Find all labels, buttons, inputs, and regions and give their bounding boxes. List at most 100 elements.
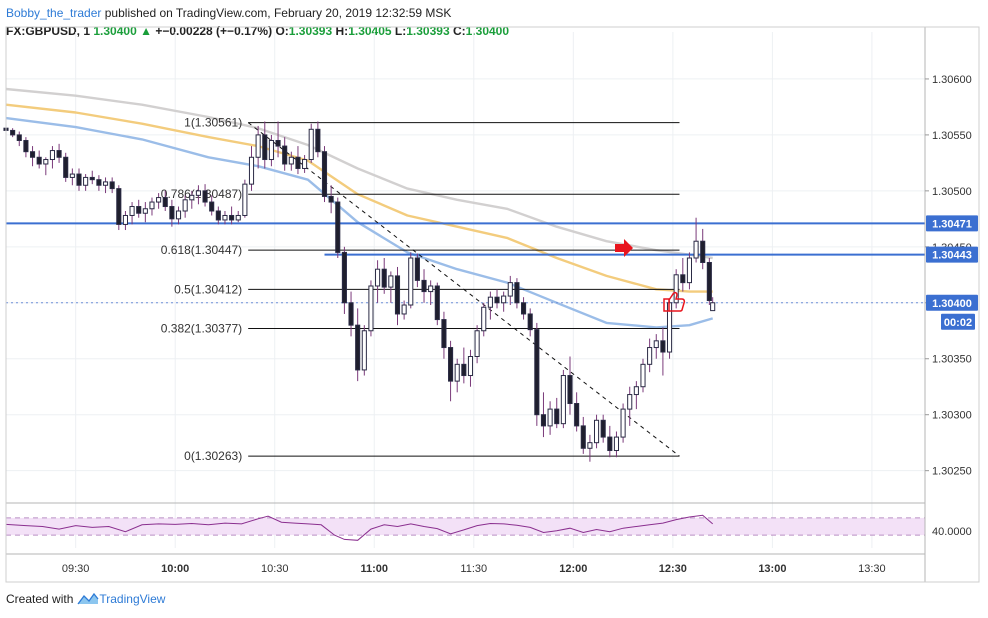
publish-info: Bobby_the_trader published on TradingVie…	[6, 4, 451, 22]
rsi-pane[interactable]	[5, 514, 925, 541]
candle-body	[16, 134, 22, 141]
candle-body	[49, 150, 56, 161]
candle-body	[341, 251, 347, 304]
candle-body	[129, 206, 135, 216]
moving-average-line	[5, 116, 714, 329]
x-tick-label: 13:30	[858, 563, 886, 575]
candle-body	[593, 419, 600, 444]
price-tag-label: 1.30400	[932, 298, 972, 310]
candle-body	[255, 134, 261, 158]
price-tag	[926, 294, 978, 311]
candles	[3, 121, 716, 462]
price-tag	[926, 215, 978, 232]
moving-average-lines	[5, 87, 714, 329]
candle-body	[169, 206, 175, 220]
footer: Created with TradingView	[6, 592, 165, 606]
candle-body	[302, 159, 308, 169]
candle-body	[195, 190, 201, 196]
trendline[interactable]	[247, 122, 680, 457]
candle-body	[613, 436, 620, 452]
candle-body	[229, 214, 235, 221]
candle-body	[540, 414, 547, 427]
rsi-line	[5, 514, 714, 541]
candle-body	[414, 257, 420, 281]
candle-body	[700, 240, 706, 263]
candle-body	[527, 313, 533, 331]
candle-body	[222, 214, 228, 221]
y-tick-label: 1.30600	[932, 74, 972, 86]
candle-body	[63, 156, 69, 178]
candle-body	[607, 436, 613, 452]
candle-body	[507, 282, 513, 297]
candle-body	[321, 151, 328, 197]
candle-body	[282, 145, 288, 165]
x-tick-label: 11:30	[460, 563, 487, 575]
countdown-label: 00:02	[944, 317, 972, 329]
fib-level-label: 0(1.30263)	[184, 449, 242, 463]
candle-body	[388, 275, 394, 288]
candle-body	[162, 197, 168, 208]
x-tick-label: 09:30	[62, 563, 90, 575]
candle-body	[600, 419, 606, 438]
candle-body	[706, 261, 712, 302]
candle-body	[554, 408, 560, 425]
author-link[interactable]: Bobby_the_trader	[6, 6, 102, 20]
candle-body	[454, 363, 460, 382]
candle-body	[335, 201, 341, 253]
candle-body	[235, 214, 241, 221]
grid-lines	[6, 32, 925, 548]
candle-body	[275, 139, 281, 147]
fib-retracement[interactable]: 1(1.30561) 0.786(1.30487) 0.618(1.30447) 0.…	[161, 116, 680, 464]
x-tick-label: 10:30	[261, 563, 289, 575]
created-with-text: Created with	[6, 592, 74, 606]
price-tag-label: 1.30471	[932, 218, 972, 230]
candle-body	[448, 347, 454, 382]
candle-body	[434, 285, 440, 321]
moving-average-line	[5, 87, 713, 260]
candle-body	[83, 176, 89, 186]
low-label: L:	[394, 24, 407, 38]
candle-body	[441, 319, 447, 349]
y-tick-label: 1.30550	[932, 130, 972, 142]
candle-body	[567, 375, 573, 405]
candle-body	[36, 156, 42, 165]
candle-body	[348, 302, 354, 326]
candle-body	[136, 206, 142, 214]
candle-body	[653, 340, 659, 349]
candle-body	[620, 408, 626, 438]
tradingview-brand: TradingView	[99, 592, 166, 606]
red-arrow-icon	[615, 239, 633, 257]
tradingview-logo-icon	[77, 592, 99, 605]
price-tags: 1.30471 1.30443 1.30400 00:02	[926, 215, 978, 330]
fib-level-label: 0.618(1.30447)	[161, 243, 242, 257]
candle-body	[660, 340, 666, 353]
candle-body	[109, 181, 115, 190]
candle-body	[633, 386, 639, 396]
candle-body	[647, 347, 653, 365]
candle-body	[587, 442, 593, 449]
countdown-tag	[941, 313, 975, 330]
candle-body	[521, 302, 527, 315]
x-tick-label: 10:00	[161, 563, 189, 575]
candle-body	[494, 296, 500, 304]
candle-body	[142, 208, 148, 214]
y-tick-label: 1.30350	[932, 354, 972, 366]
candle-body	[428, 285, 434, 293]
candle-body	[693, 240, 699, 259]
candle-body	[627, 394, 633, 410]
candle-body	[69, 173, 75, 178]
candle-body	[560, 375, 566, 425]
candle-body	[102, 181, 109, 186]
x-tick-label: 12:00	[559, 563, 587, 575]
candle-body	[116, 188, 122, 225]
tradingview-logo[interactable]: TradingView	[77, 592, 165, 606]
chart-axes: 1.306001.305501.305001.304501.304001.303…	[5, 26, 980, 583]
fib-level-label: 0.786(1.30487)	[161, 187, 242, 201]
candle-body	[308, 128, 314, 161]
candle-body	[394, 275, 401, 315]
candle-body	[461, 363, 467, 377]
candle-body	[710, 302, 716, 312]
candle-body	[375, 268, 381, 287]
fib-level-label: 0.5(1.30412)	[174, 282, 242, 296]
